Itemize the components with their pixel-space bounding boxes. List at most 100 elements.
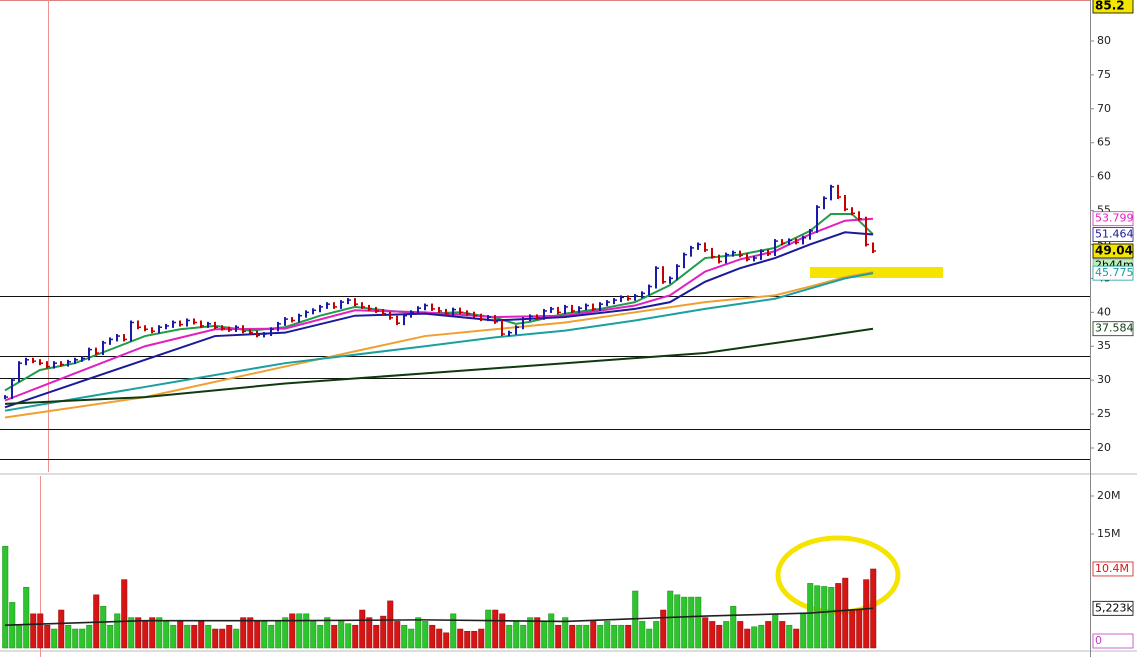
volume-bar bbox=[310, 621, 317, 649]
highlight bbox=[810, 267, 943, 278]
volume-bar bbox=[653, 621, 660, 649]
volume-bar bbox=[408, 628, 415, 649]
volume-bar bbox=[716, 624, 723, 649]
volume-label: 0 bbox=[1095, 634, 1102, 647]
volume-bar bbox=[373, 624, 380, 649]
volume-bar bbox=[177, 621, 184, 649]
volume-bar bbox=[828, 586, 835, 649]
y-tick-label: 65 bbox=[1097, 136, 1111, 149]
volume-bar bbox=[611, 624, 618, 649]
y-tick-label: 20 bbox=[1097, 441, 1111, 454]
volume-bar bbox=[786, 624, 793, 649]
volume-bar bbox=[352, 624, 359, 649]
volume-bar bbox=[191, 624, 198, 649]
volume-bar bbox=[100, 605, 107, 649]
volume-bar bbox=[163, 621, 170, 649]
volume-bar bbox=[597, 624, 604, 649]
volume-bar bbox=[450, 613, 457, 649]
y-tick-label: 70 bbox=[1097, 102, 1111, 115]
volume-bar bbox=[37, 613, 44, 649]
volume-bar bbox=[492, 609, 499, 649]
volume-bar bbox=[534, 617, 541, 649]
volume-bar bbox=[296, 613, 303, 649]
volume-bar bbox=[590, 621, 597, 649]
volume-bar bbox=[702, 617, 709, 649]
volume-bar bbox=[856, 609, 863, 649]
price-label-box bbox=[1092, 243, 1134, 259]
price-label: 37.584 bbox=[1095, 322, 1134, 335]
volume-bar bbox=[16, 624, 23, 649]
volume-average bbox=[4, 607, 874, 627]
volume-bar bbox=[79, 628, 86, 649]
volume-bar bbox=[548, 613, 555, 649]
y-tick-label: 35 bbox=[1097, 339, 1111, 352]
volume-bar bbox=[618, 624, 625, 649]
volume-bar bbox=[800, 613, 807, 649]
volume-bar bbox=[646, 628, 653, 649]
volume-bar bbox=[317, 624, 324, 649]
volume-bar bbox=[156, 617, 163, 649]
volume-bar bbox=[394, 621, 401, 649]
volume-bar bbox=[359, 609, 366, 649]
volume-bar bbox=[170, 624, 177, 649]
volume-label: 10.4M bbox=[1095, 562, 1129, 575]
volume-bar bbox=[429, 624, 436, 649]
volume-bar bbox=[471, 631, 478, 649]
volume-bar bbox=[765, 621, 772, 649]
volume-bar bbox=[863, 579, 870, 649]
volume-bar bbox=[499, 613, 506, 649]
volume-bar bbox=[478, 628, 485, 649]
volume-bar bbox=[142, 621, 149, 649]
y-tick-label: 80 bbox=[1097, 34, 1111, 47]
volume-bar bbox=[583, 624, 590, 649]
volume-bar bbox=[485, 609, 492, 649]
volume-bar bbox=[233, 628, 240, 649]
volume-bar bbox=[135, 617, 142, 649]
volume-bar bbox=[667, 590, 674, 649]
y-tick-label: 20M bbox=[1097, 489, 1121, 502]
volume-bar bbox=[527, 617, 534, 649]
volume-bar bbox=[254, 621, 261, 649]
volume-bar bbox=[345, 623, 352, 649]
volume-bar bbox=[184, 624, 191, 649]
volume-bar bbox=[121, 579, 128, 649]
volume-bar bbox=[303, 613, 310, 649]
volume-bar bbox=[793, 628, 800, 649]
volume-bar bbox=[569, 624, 576, 649]
volume-bar bbox=[401, 624, 408, 649]
volume-bar bbox=[737, 621, 744, 649]
volume-bar bbox=[58, 609, 65, 649]
volume-label: 5,223k bbox=[1095, 601, 1133, 614]
volume-bar bbox=[289, 613, 296, 649]
volume-bar bbox=[65, 624, 72, 649]
moving-average bbox=[4, 231, 874, 409]
volume-bar bbox=[457, 628, 464, 649]
volume-bar bbox=[212, 628, 219, 649]
volume-bar bbox=[44, 624, 51, 649]
price-label: 45.775 bbox=[1095, 266, 1134, 279]
moving-average bbox=[4, 272, 874, 412]
volume-bar bbox=[674, 594, 681, 649]
volume-bar bbox=[625, 624, 632, 649]
volume-label-box bbox=[1092, 561, 1134, 577]
y-tick-label: 75 bbox=[1097, 68, 1111, 81]
volume-bar bbox=[107, 624, 114, 649]
volume-bar bbox=[709, 621, 716, 649]
volume-bar bbox=[219, 628, 226, 649]
y-tick-label: 40 bbox=[1097, 305, 1111, 318]
volume-bar bbox=[681, 596, 688, 649]
volume-bar bbox=[247, 617, 254, 649]
volume-bar bbox=[506, 624, 513, 649]
volume-bar bbox=[86, 624, 93, 649]
volume-bar bbox=[660, 609, 667, 649]
volume-bar bbox=[604, 621, 611, 649]
price-label-box bbox=[1092, 227, 1134, 242]
volume-bar bbox=[338, 621, 345, 649]
price-label: 53.799 bbox=[1095, 212, 1134, 225]
volume-bar bbox=[513, 621, 520, 649]
volume-bar bbox=[695, 596, 702, 649]
volume-bar bbox=[282, 617, 289, 649]
volume-bar bbox=[114, 613, 121, 649]
volume-bar bbox=[268, 624, 275, 649]
